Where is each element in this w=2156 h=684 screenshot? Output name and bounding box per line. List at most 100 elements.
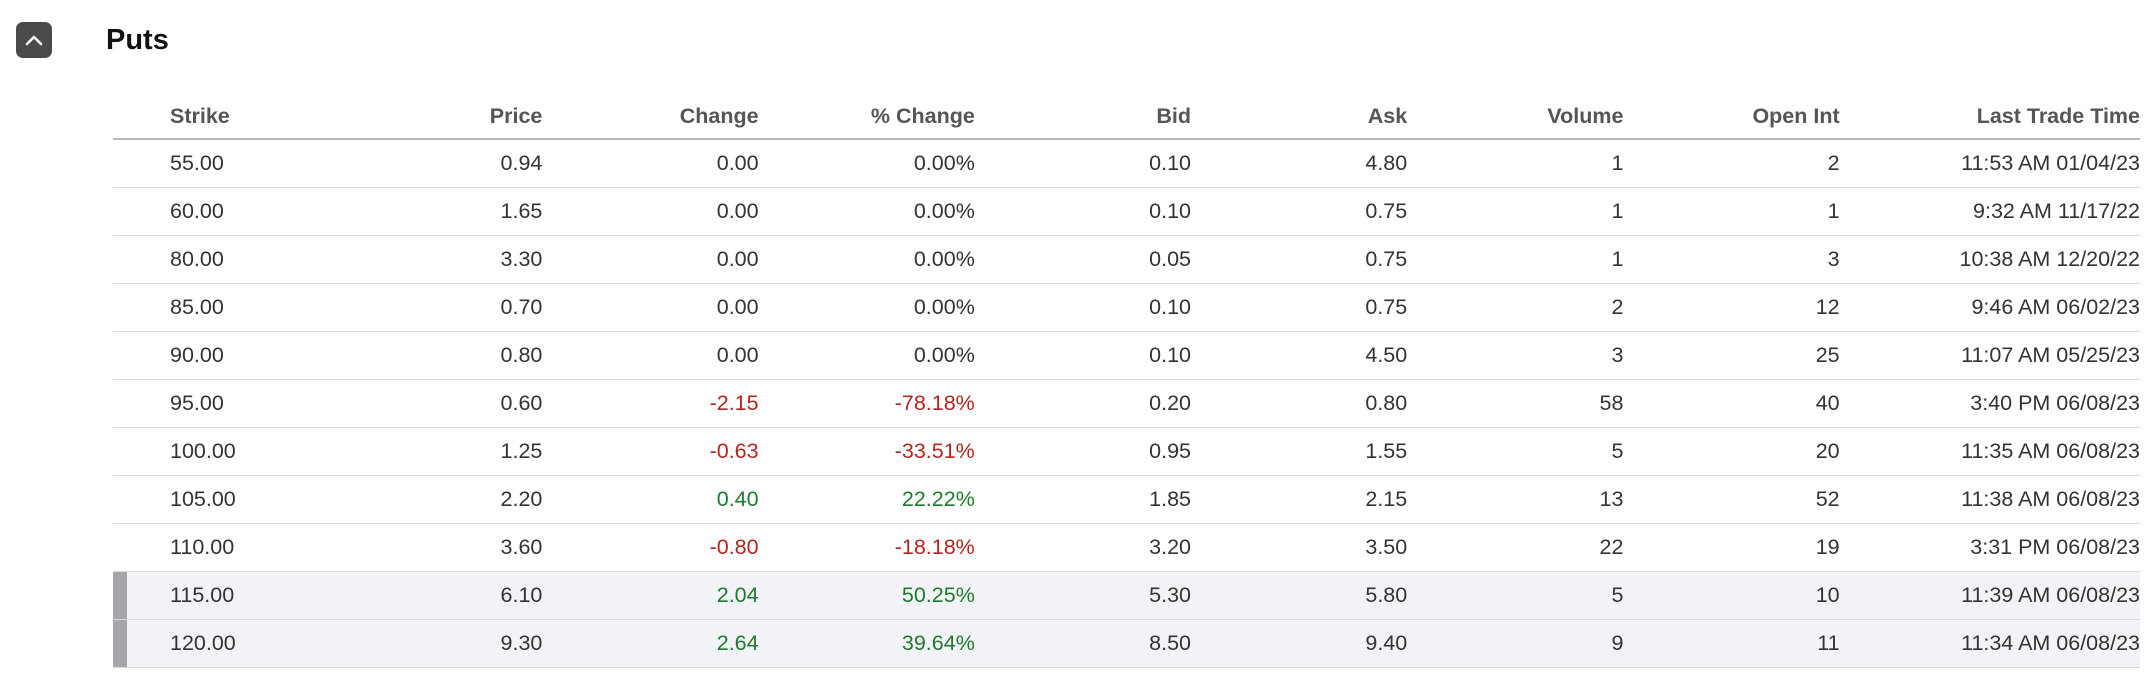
- volume-cell: 9: [1407, 619, 1624, 668]
- pct-change-cell: 22.22%: [758, 475, 975, 524]
- last-trade-time-cell: 11:39 AM 06/08/23: [1839, 571, 2140, 620]
- column-header-price[interactable]: Price: [326, 94, 543, 140]
- price-cell: 0.70: [326, 283, 543, 332]
- last-trade-time-cell: 11:38 AM 06/08/23: [1839, 475, 2140, 524]
- bid-cell: 5.30: [974, 571, 1192, 620]
- change-cell: 0.00: [542, 235, 759, 284]
- price-cell: 9.30: [326, 619, 543, 668]
- pct-change-cell: 0.00%: [758, 283, 975, 332]
- volume-cell: 3: [1407, 331, 1624, 380]
- bid-cell: 0.10: [974, 283, 1192, 332]
- table-row[interactable]: 105.00 2.20 0.40 22.22% 1.85 2.15 13 52 11:38 AM…: [113, 475, 2140, 524]
- strike-cell: 85.00: [113, 283, 327, 332]
- column-header-ask[interactable]: Ask: [1191, 94, 1408, 140]
- strike-cell: 100.00: [113, 427, 327, 476]
- volume-cell: 13: [1407, 475, 1624, 524]
- open-int-cell: 12: [1623, 283, 1840, 332]
- puts-options-table: Strike Price Change % Change Bid Ask Vol…: [113, 94, 2140, 668]
- ask-cell: 0.75: [1191, 187, 1408, 236]
- table-row[interactable]: 55.00 0.94 0.00 0.00% 0.10 4.80 1 2 11:53 AM 01/…: [113, 139, 2140, 188]
- open-int-cell: 2: [1623, 139, 1840, 188]
- open-int-cell: 11: [1623, 619, 1840, 668]
- chevron-up-icon: [24, 33, 44, 47]
- price-cell: 0.80: [326, 331, 543, 380]
- last-trade-time-cell: 9:32 AM 11/17/22: [1839, 187, 2140, 236]
- bid-cell: 3.20: [974, 523, 1192, 572]
- column-header-pct-change[interactable]: % Change: [758, 94, 975, 140]
- price-cell: 1.25: [326, 427, 543, 476]
- bid-cell: 0.20: [974, 379, 1192, 428]
- strike-cell: 110.00: [113, 523, 327, 572]
- open-int-cell: 19: [1623, 523, 1840, 572]
- pct-change-cell: -18.18%: [758, 523, 975, 572]
- column-header-bid[interactable]: Bid: [974, 94, 1192, 140]
- table-row[interactable]: 95.00 0.60 -2.15 -78.18% 0.20 0.80 58 40 3:40 PM…: [113, 379, 2140, 428]
- change-cell: 0.00: [542, 139, 759, 188]
- last-trade-time-cell: 10:38 AM 12/20/22: [1839, 235, 2140, 284]
- column-header-open-int[interactable]: Open Int: [1623, 94, 1840, 140]
- strike-cell: 120.00: [113, 619, 327, 668]
- change-cell: 0.00: [542, 283, 759, 332]
- table-header-row: Strike Price Change % Change Bid Ask Vol…: [113, 94, 2140, 140]
- change-cell: 0.00: [542, 187, 759, 236]
- ask-cell: 1.55: [1191, 427, 1408, 476]
- strike-cell: 60.00: [113, 187, 327, 236]
- table-row[interactable]: 80.00 3.30 0.00 0.00% 0.05 0.75 1 3 10:38 AM 12/…: [113, 235, 2140, 284]
- column-header-strike[interactable]: Strike: [113, 94, 327, 140]
- table-row[interactable]: 115.00 6.10 2.04 50.25% 5.30 5.80 5 10 11:39 AM …: [113, 571, 2140, 620]
- price-cell: 2.20: [326, 475, 543, 524]
- open-int-cell: 10: [1623, 571, 1840, 620]
- pct-change-cell: 50.25%: [758, 571, 975, 620]
- open-int-cell: 25: [1623, 331, 1840, 380]
- last-trade-time-cell: 11:35 AM 06/08/23: [1839, 427, 2140, 476]
- open-int-cell: 40: [1623, 379, 1840, 428]
- ask-cell: 0.80: [1191, 379, 1408, 428]
- strike-cell: 105.00: [113, 475, 327, 524]
- collapse-puts-button[interactable]: [16, 22, 52, 58]
- ask-cell: 2.15: [1191, 475, 1408, 524]
- table-row[interactable]: 100.00 1.25 -0.63 -33.51% 0.95 1.55 5 20 11:35 A…: [113, 427, 2140, 476]
- pct-change-cell: 0.00%: [758, 235, 975, 284]
- ask-cell: 5.80: [1191, 571, 1408, 620]
- price-cell: 3.30: [326, 235, 543, 284]
- ask-cell: 9.40: [1191, 619, 1408, 668]
- ask-cell: 3.50: [1191, 523, 1408, 572]
- open-int-cell: 1: [1623, 187, 1840, 236]
- last-trade-time-cell: 11:34 AM 06/08/23: [1839, 619, 2140, 668]
- price-cell: 6.10: [326, 571, 543, 620]
- bid-cell: 1.85: [974, 475, 1192, 524]
- last-trade-time-cell: 3:31 PM 06/08/23: [1839, 523, 2140, 572]
- volume-cell: 5: [1407, 571, 1624, 620]
- column-header-change[interactable]: Change: [542, 94, 759, 140]
- strike-cell: 115.00: [113, 571, 327, 620]
- strike-cell: 80.00: [113, 235, 327, 284]
- price-cell: 1.65: [326, 187, 543, 236]
- volume-cell: 22: [1407, 523, 1624, 572]
- table-row[interactable]: 60.00 1.65 0.00 0.00% 0.10 0.75 1 1 9:32 AM 11/1…: [113, 187, 2140, 236]
- volume-cell: 5: [1407, 427, 1624, 476]
- table-row[interactable]: 85.00 0.70 0.00 0.00% 0.10 0.75 2 12 9:46 AM 06/…: [113, 283, 2140, 332]
- table-row[interactable]: 110.00 3.60 -0.80 -18.18% 3.20 3.50 22 19 3:31 P…: [113, 523, 2140, 572]
- last-trade-time-cell: 9:46 AM 06/02/23: [1839, 283, 2140, 332]
- table-row[interactable]: 120.00 9.30 2.64 39.64% 8.50 9.40 9 11 11:34 AM …: [113, 619, 2140, 668]
- table-row[interactable]: 90.00 0.80 0.00 0.00% 0.10 4.50 3 25 11:07 AM 05…: [113, 331, 2140, 380]
- volume-cell: 58: [1407, 379, 1624, 428]
- bid-cell: 0.10: [974, 139, 1192, 188]
- column-header-last-trade-time[interactable]: Last Trade Time: [1839, 94, 2140, 140]
- pct-change-cell: 0.00%: [758, 187, 975, 236]
- section-title: Puts: [106, 24, 169, 56]
- open-int-cell: 20: [1623, 427, 1840, 476]
- open-int-cell: 52: [1623, 475, 1840, 524]
- pct-change-cell: -78.18%: [758, 379, 975, 428]
- strike-cell: 90.00: [113, 331, 327, 380]
- open-int-cell: 3: [1623, 235, 1840, 284]
- last-trade-time-cell: 11:07 AM 05/25/23: [1839, 331, 2140, 380]
- pct-change-cell: 39.64%: [758, 619, 975, 668]
- change-cell: 0.40: [542, 475, 759, 524]
- pct-change-cell: 0.00%: [758, 331, 975, 380]
- column-header-volume[interactable]: Volume: [1407, 94, 1624, 140]
- price-cell: 0.60: [326, 379, 543, 428]
- bid-cell: 0.10: [974, 331, 1192, 380]
- bid-cell: 0.95: [974, 427, 1192, 476]
- bid-cell: 8.50: [974, 619, 1192, 668]
